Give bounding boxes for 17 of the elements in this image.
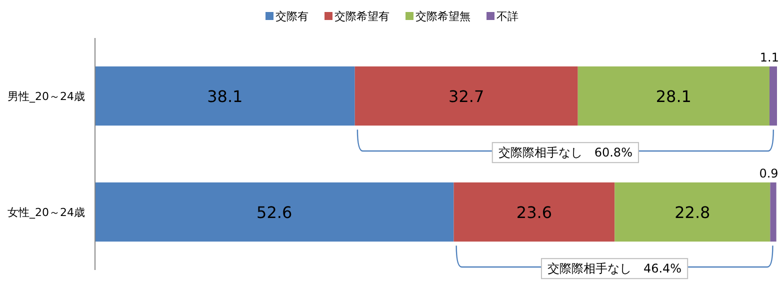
annotation: 交際際相手なし 46.4% [547,262,682,276]
y-tick-label: 男性_20～24歳 [8,90,85,103]
data-label: 52.6 [256,203,292,222]
data-label: 22.8 [674,203,710,222]
plot: 38.1 52.6 32.7 23.6 28.1 22.8 1.1 0.9 交際際相手なし 60.8% 交際際相手なし 46.4% 男性_20～24歳 女性_20～24歳 [8,38,779,280]
legend-label: 交際有 [276,10,308,23]
y-tick-label: 女性_20～24歳 [8,206,85,219]
data-label: 1.1 [760,50,779,64]
data-label: 0.9 [759,166,778,180]
data-label: 38.1 [207,87,243,106]
annotation: 交際際相手なし 60.8% [498,146,632,160]
data-label: 28.1 [656,87,692,106]
legend-label: 不詳 [496,10,518,23]
legend-label: 交際希望無 [416,10,470,23]
data-label: 23.6 [516,203,552,222]
legend-label: 交際希望有 [334,10,390,23]
data-label: 32.7 [448,87,484,106]
